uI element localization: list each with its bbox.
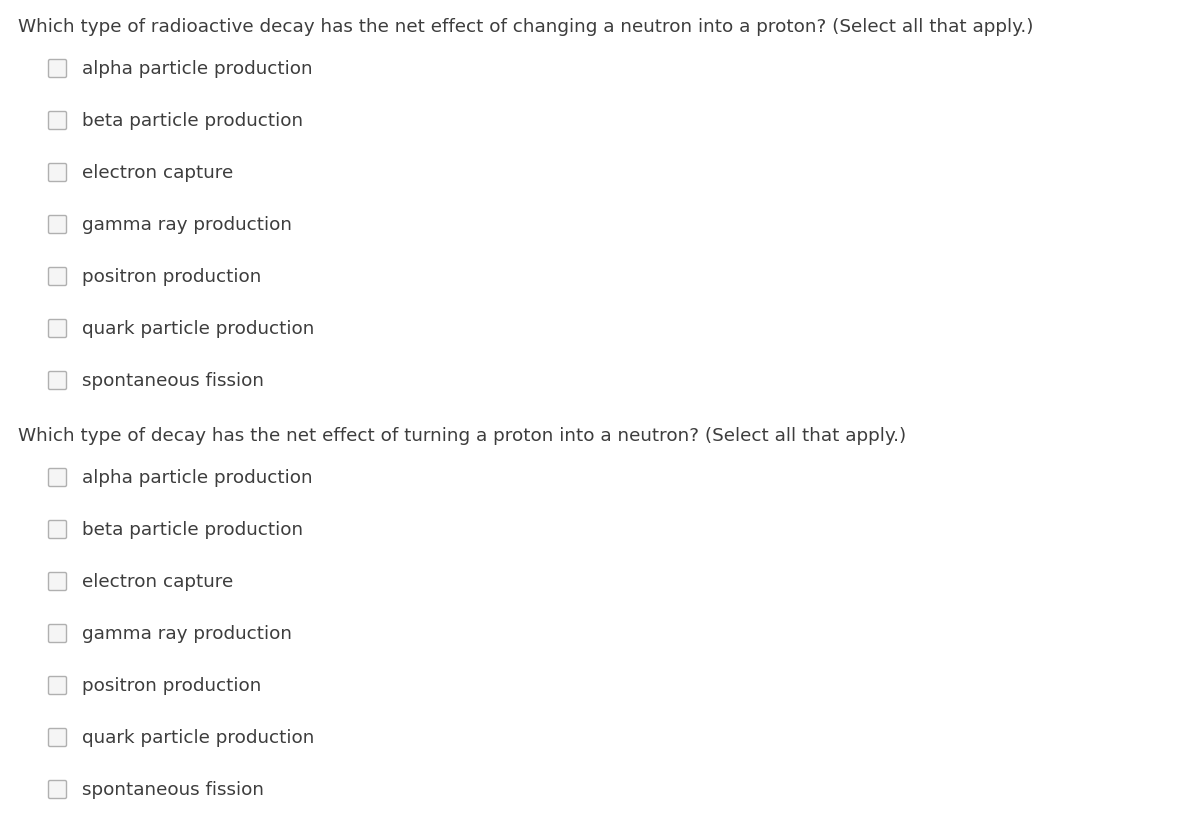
FancyBboxPatch shape xyxy=(48,676,66,695)
Text: quark particle production: quark particle production xyxy=(82,320,314,338)
FancyBboxPatch shape xyxy=(48,319,66,338)
FancyBboxPatch shape xyxy=(48,468,66,487)
Text: electron capture: electron capture xyxy=(82,573,233,591)
FancyBboxPatch shape xyxy=(48,728,66,747)
Text: Which type of radioactive decay has the net effect of changing a neutron into a : Which type of radioactive decay has the … xyxy=(18,18,1033,36)
Text: positron production: positron production xyxy=(82,677,262,695)
Text: Which type of decay has the net effect of turning a proton into a neutron? (Sele: Which type of decay has the net effect o… xyxy=(18,427,906,445)
Text: electron capture: electron capture xyxy=(82,164,233,182)
Text: alpha particle production: alpha particle production xyxy=(82,60,313,78)
FancyBboxPatch shape xyxy=(48,268,66,286)
FancyBboxPatch shape xyxy=(48,59,66,78)
Text: positron production: positron production xyxy=(82,268,262,286)
Text: quark particle production: quark particle production xyxy=(82,729,314,747)
FancyBboxPatch shape xyxy=(48,573,66,590)
FancyBboxPatch shape xyxy=(48,624,66,643)
FancyBboxPatch shape xyxy=(48,371,66,390)
Text: spontaneous fission: spontaneous fission xyxy=(82,781,264,799)
Text: gamma ray production: gamma ray production xyxy=(82,216,292,234)
Text: gamma ray production: gamma ray production xyxy=(82,625,292,643)
Text: beta particle production: beta particle production xyxy=(82,112,304,130)
FancyBboxPatch shape xyxy=(48,216,66,233)
Text: beta particle production: beta particle production xyxy=(82,521,304,539)
FancyBboxPatch shape xyxy=(48,521,66,538)
FancyBboxPatch shape xyxy=(48,781,66,798)
Text: spontaneous fission: spontaneous fission xyxy=(82,372,264,390)
FancyBboxPatch shape xyxy=(48,111,66,130)
Text: alpha particle production: alpha particle production xyxy=(82,469,313,487)
FancyBboxPatch shape xyxy=(48,164,66,181)
